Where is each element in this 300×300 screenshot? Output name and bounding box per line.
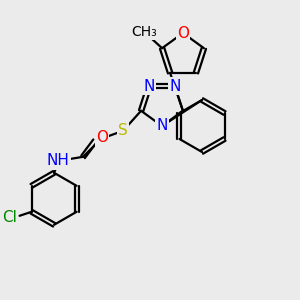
Text: NH: NH [46,153,70,168]
Text: O: O [96,130,108,145]
Text: S: S [118,123,128,138]
Text: Cl: Cl [2,210,17,225]
Text: N: N [169,79,181,94]
Text: N: N [156,118,168,134]
Text: O: O [177,26,189,40]
Text: N: N [143,79,155,94]
Text: CH₃: CH₃ [131,25,157,39]
